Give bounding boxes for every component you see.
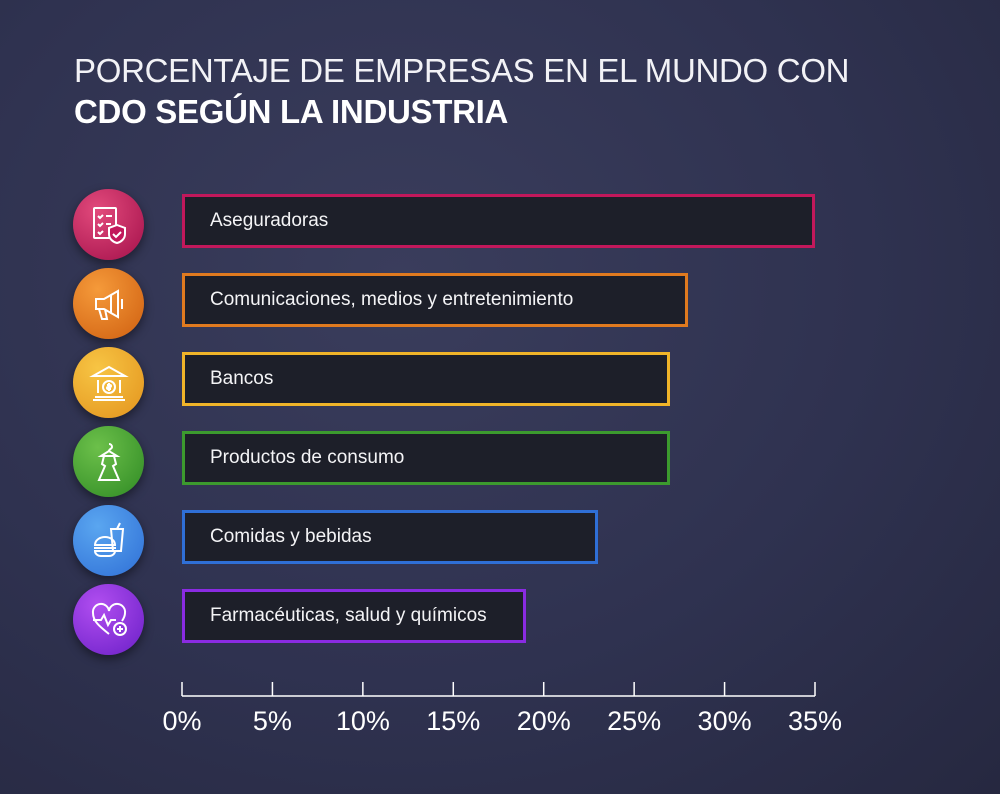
- heart-health-icon: [73, 584, 144, 655]
- bar-label: Productos de consumo: [210, 447, 405, 468]
- food-drink-icon: [73, 505, 144, 576]
- bar: Bancos: [182, 352, 671, 406]
- title-line-1: PORCENTAJE DE EMPRESAS EN EL MUNDO CON: [74, 52, 850, 89]
- bar-label: Comunicaciones, medios y entretenimiento: [210, 289, 574, 310]
- tick-label: 25%: [607, 706, 661, 736]
- tick-label: 5%: [253, 706, 292, 736]
- bar-row: Productos de consumo: [0, 426, 1000, 497]
- tick-label: 15%: [426, 706, 480, 736]
- bar: Aseguradoras: [182, 194, 815, 248]
- bar-row: Comunicaciones, medios y entretenimiento: [0, 268, 1000, 339]
- bar: Comunicaciones, medios y entretenimiento: [182, 273, 689, 327]
- bar-row: Farmacéuticas, salud y químicos: [0, 584, 1000, 655]
- bar-label: Comidas y bebidas: [210, 526, 372, 547]
- bar-label: Bancos: [210, 368, 274, 389]
- tick-label: 30%: [698, 706, 752, 736]
- chart-title: PORCENTAJE DE EMPRESAS EN EL MUNDO CON C…: [74, 50, 850, 132]
- title-line-2: CDO SEGÚN LA INDUSTRIA: [74, 93, 509, 130]
- bar-row: Bancos: [0, 347, 1000, 418]
- megaphone-icon: [73, 268, 144, 339]
- tick-label: 10%: [336, 706, 390, 736]
- insurance-checklist-icon: [73, 189, 144, 260]
- tick-label: 20%: [517, 706, 571, 736]
- dress-icon: [73, 426, 144, 497]
- bar-row: Comidas y bebidas: [0, 505, 1000, 576]
- bar-label: Aseguradoras: [210, 210, 329, 231]
- bar: Farmacéuticas, salud y químicos: [182, 589, 526, 643]
- bar: Comidas y bebidas: [182, 510, 598, 564]
- tick-label: 0%: [162, 706, 201, 736]
- tick-label: 35%: [788, 706, 842, 736]
- bar: Productos de consumo: [182, 431, 671, 485]
- bank-icon: [73, 347, 144, 418]
- bar-label: Farmacéuticas, salud y químicos: [210, 605, 487, 626]
- bar-row: Aseguradoras: [0, 189, 1000, 260]
